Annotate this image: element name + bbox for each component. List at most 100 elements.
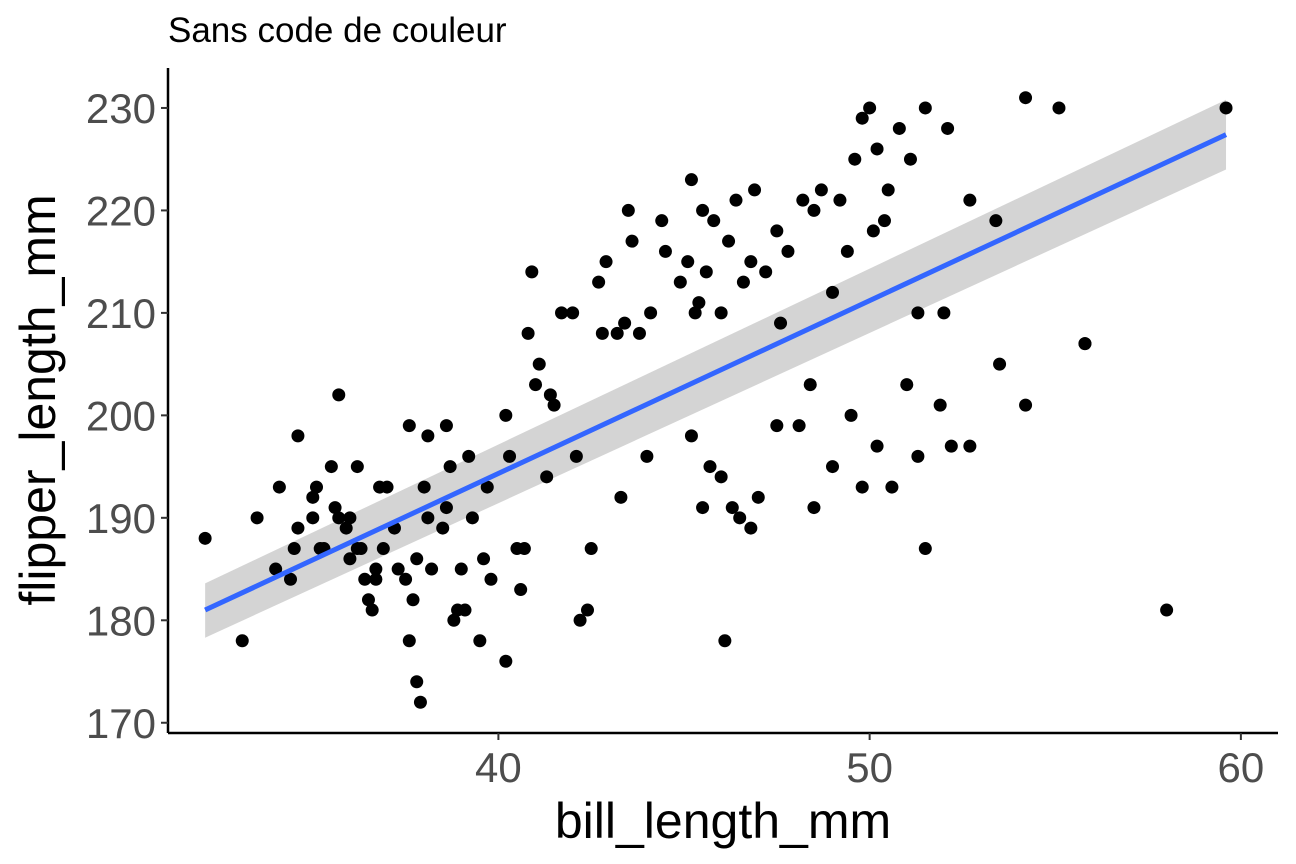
data-point [480,480,494,494]
data-point [361,593,375,607]
data-point [332,388,346,402]
data-point [714,306,728,320]
data-point [410,675,424,689]
data-point [941,121,955,135]
data-point [436,521,450,535]
data-point [885,480,899,494]
data-point [532,357,546,371]
data-point [707,214,721,228]
data-point [376,542,390,556]
data-point [503,449,517,463]
data-point [547,398,561,412]
data-point [911,306,925,320]
data-point [722,234,736,248]
data-point [684,173,698,187]
data-point [514,583,528,597]
y-tick-label: 180 [86,597,156,644]
data-point [807,203,821,217]
data-point [655,214,669,228]
data-point [751,490,765,504]
data-point [658,244,672,258]
data-point [814,183,828,197]
data-point [918,101,932,115]
data-point [413,695,427,709]
data-point [933,398,947,412]
data-point [1078,337,1092,351]
data-point [465,511,479,525]
data-point [625,234,639,248]
data-point [529,378,543,392]
data-point [774,316,788,330]
data-point [402,419,416,433]
data-point [235,634,249,648]
data-point [744,255,758,269]
data-point [892,121,906,135]
data-point [673,275,687,289]
x-tick-label: 50 [846,744,893,791]
x-tick-label: 60 [1218,744,1265,791]
data-point [306,511,320,525]
data-point [324,460,338,474]
data-point [343,511,357,525]
data-point [525,265,539,279]
data-point [417,480,431,494]
data-point [473,634,487,648]
data-point [399,572,413,586]
data-point [477,552,491,566]
data-point [1160,603,1174,617]
data-point [729,193,743,207]
data-point [796,193,810,207]
data-point [703,460,717,474]
data-point [699,265,713,279]
data-point [458,603,472,617]
data-point [963,193,977,207]
data-point [592,275,606,289]
data-point [759,265,773,279]
y-tick-label: 230 [86,85,156,132]
data-point [1219,101,1233,115]
data-point [369,572,383,586]
data-point [410,552,424,566]
y-tick-label: 210 [86,290,156,337]
data-point [343,552,357,566]
data-point [937,306,951,320]
data-point [306,490,320,504]
data-point [250,511,264,525]
data-point [692,296,706,310]
chart-title: Sans code de couleur [168,11,507,50]
data-point [963,439,977,453]
data-point [733,511,747,525]
data-point [462,449,476,463]
data-point [521,326,535,340]
y-tick-label: 200 [86,392,156,439]
data-point [517,542,531,556]
data-point [807,501,821,515]
data-point [718,634,732,648]
data-point [748,183,762,197]
data-point [644,306,658,320]
x-axis-ticks: 40 50 60 [475,733,1264,791]
data-point [1019,91,1033,105]
data-point [595,326,609,340]
data-point [736,275,750,289]
data-point [640,449,654,463]
data-point [380,480,394,494]
data-point [421,511,435,525]
y-tick-label: 190 [86,495,156,542]
data-point [447,613,461,627]
data-point [328,501,342,515]
data-point [881,183,895,197]
y-axis-title: flipper_length_mm [10,194,66,605]
data-point [406,593,420,607]
data-point [621,203,635,217]
data-point [770,224,784,238]
data-point [918,542,932,556]
data-point [684,429,698,443]
data-point [350,460,364,474]
data-point [439,419,453,433]
data-point [402,634,416,648]
data-point [944,439,958,453]
data-point [291,429,305,443]
data-point [484,572,498,586]
